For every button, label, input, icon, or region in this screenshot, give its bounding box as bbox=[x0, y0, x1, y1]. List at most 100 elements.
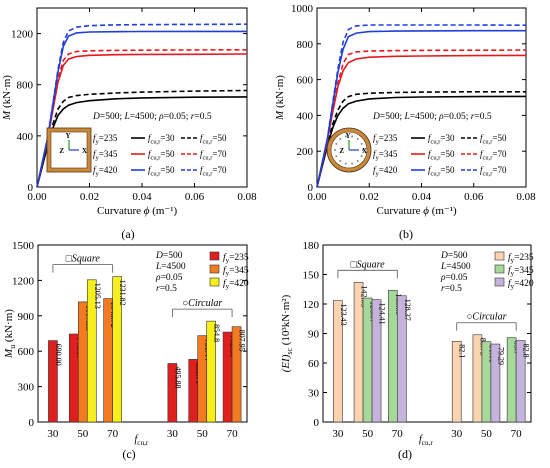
section-dot bbox=[360, 155, 363, 158]
x-tick-label: 0.00 bbox=[27, 191, 47, 203]
subscript: y bbox=[511, 258, 515, 265]
text-run: =50 bbox=[440, 165, 455, 175]
subscript: cu,r bbox=[431, 171, 442, 178]
info-text: D=500 bbox=[155, 251, 183, 261]
legend-dashed-label: fcu,r​=70 bbox=[480, 149, 507, 162]
symbol: (EI) bbox=[280, 354, 292, 372]
text-run: =4500; bbox=[130, 112, 159, 122]
text-run: =500 bbox=[448, 251, 468, 261]
legend-label: fy​=420 bbox=[223, 278, 249, 291]
text-run: =70 bbox=[212, 149, 227, 159]
x-tick-label: 30 bbox=[167, 428, 179, 440]
text-run: (kN·m) bbox=[274, 75, 286, 111]
series-line-0 bbox=[316, 95, 527, 188]
section-dot bbox=[351, 162, 354, 165]
x-tick-label: 0.02 bbox=[80, 191, 99, 203]
symbol: f bbox=[148, 149, 152, 159]
bar bbox=[515, 340, 526, 423]
legend-fy-label: fy​=235 bbox=[373, 133, 398, 146]
legend-swatch bbox=[494, 251, 505, 261]
text-run: =4500; bbox=[410, 112, 439, 122]
text-run: =500 bbox=[163, 251, 183, 261]
text-run: =0.05; bbox=[164, 112, 191, 122]
legend-solid-label: fcu,r​=50 bbox=[148, 149, 175, 162]
symbol: L bbox=[155, 262, 161, 272]
x-axis-label: fcu,r​ bbox=[419, 434, 433, 447]
subscript: y bbox=[376, 155, 380, 162]
bar-value-label: 128.37 bbox=[403, 299, 412, 321]
subscript: y bbox=[96, 155, 100, 162]
legend-swatch bbox=[494, 277, 505, 287]
y-tick-label: 400 bbox=[297, 110, 314, 122]
x-axis-label: Curvature ϕ (m⁻¹) bbox=[97, 205, 178, 217]
section-dot bbox=[360, 142, 363, 145]
y-tick-label: 0 bbox=[28, 182, 34, 194]
symbol: L bbox=[440, 262, 446, 272]
series-line-1 bbox=[316, 91, 526, 188]
y-axis-label: Mu​ (kN·m) bbox=[3, 309, 17, 359]
text-run: Curvature bbox=[377, 205, 424, 217]
text-run: =0.5 bbox=[194, 112, 211, 122]
subscript: y bbox=[226, 258, 230, 265]
legend-dashed-label: fcu,r​=50 bbox=[480, 133, 507, 146]
text-run: =0.05 bbox=[161, 273, 183, 283]
symbol: f bbox=[508, 278, 512, 289]
text-run: =0.5 bbox=[445, 284, 462, 294]
subscript: y bbox=[96, 139, 100, 146]
text-run: =30 bbox=[160, 133, 175, 143]
symbol: r bbox=[471, 112, 475, 122]
symbol: f bbox=[373, 165, 377, 175]
symbol: f bbox=[428, 133, 432, 143]
symbol: ρ bbox=[155, 273, 161, 283]
x-tick-label: 50 bbox=[77, 428, 89, 440]
subscript: cu,r bbox=[431, 155, 442, 162]
text-run: =235 bbox=[514, 253, 534, 263]
series-line-1 bbox=[36, 89, 248, 188]
symbol: f bbox=[93, 149, 97, 159]
text-run: =50 bbox=[212, 133, 227, 143]
text-run: =345 bbox=[514, 266, 534, 276]
chart-c: 0 300 600 900 1200 1500 Mu​ (kN·m) 30 50 70 30 50 70… bbox=[3, 240, 249, 447]
symbol: ϕ bbox=[423, 205, 429, 217]
y-tick-label: 400 bbox=[17, 131, 34, 143]
text-run: =50 bbox=[160, 165, 175, 175]
symbol: f bbox=[223, 265, 227, 276]
text-run: =345 bbox=[99, 149, 118, 159]
info-text: r=0.5 bbox=[441, 284, 462, 294]
symbol: f bbox=[223, 278, 227, 289]
bar-value-label: 142.03 bbox=[360, 285, 369, 307]
chart-b: 0.00 0.02 0.04 0.06 0.08 0 200 400 600 800 1000 Cur… bbox=[274, 3, 536, 217]
y-tick-label: 180 bbox=[303, 240, 320, 252]
legend-dashed-label: fcu,r​=50 bbox=[200, 133, 227, 146]
subscript: y bbox=[376, 139, 380, 146]
y-tick-label: 60 bbox=[308, 358, 320, 370]
x-tick-label: 0.02 bbox=[360, 191, 379, 203]
text-run: =30 bbox=[440, 133, 455, 143]
bar-value-label: 1231.82 bbox=[118, 280, 127, 306]
y-tick-label: 1200 bbox=[11, 29, 34, 41]
section-dot bbox=[335, 155, 338, 158]
symbol: f bbox=[93, 133, 97, 143]
y-tick-label: 800 bbox=[297, 39, 314, 51]
section-z-label: Z bbox=[59, 147, 64, 155]
legend-swatch bbox=[209, 277, 220, 287]
bar bbox=[396, 295, 407, 423]
symbol: M bbox=[3, 348, 15, 359]
symbol: f bbox=[508, 265, 512, 276]
text-run: =235 bbox=[379, 133, 398, 143]
section-y-label: Y bbox=[345, 132, 350, 140]
section-dot bbox=[335, 142, 338, 145]
legend-fy-label: fy​=345 bbox=[93, 149, 118, 162]
x-tick-label: 50 bbox=[197, 428, 209, 440]
y-tick-label: 1500 bbox=[12, 240, 35, 252]
series-line-4 bbox=[36, 30, 247, 188]
y-tick-label: 900 bbox=[18, 311, 35, 323]
symbol: D bbox=[372, 112, 380, 122]
text-run: =0.5 bbox=[474, 112, 491, 122]
x-tick-label: 70 bbox=[107, 428, 119, 440]
subscript: cu,r bbox=[203, 171, 214, 178]
info-text: r=0.5 bbox=[156, 284, 177, 294]
legend-dashed-label: fcu,r​=70 bbox=[200, 165, 227, 178]
legend-swatch bbox=[494, 264, 505, 274]
